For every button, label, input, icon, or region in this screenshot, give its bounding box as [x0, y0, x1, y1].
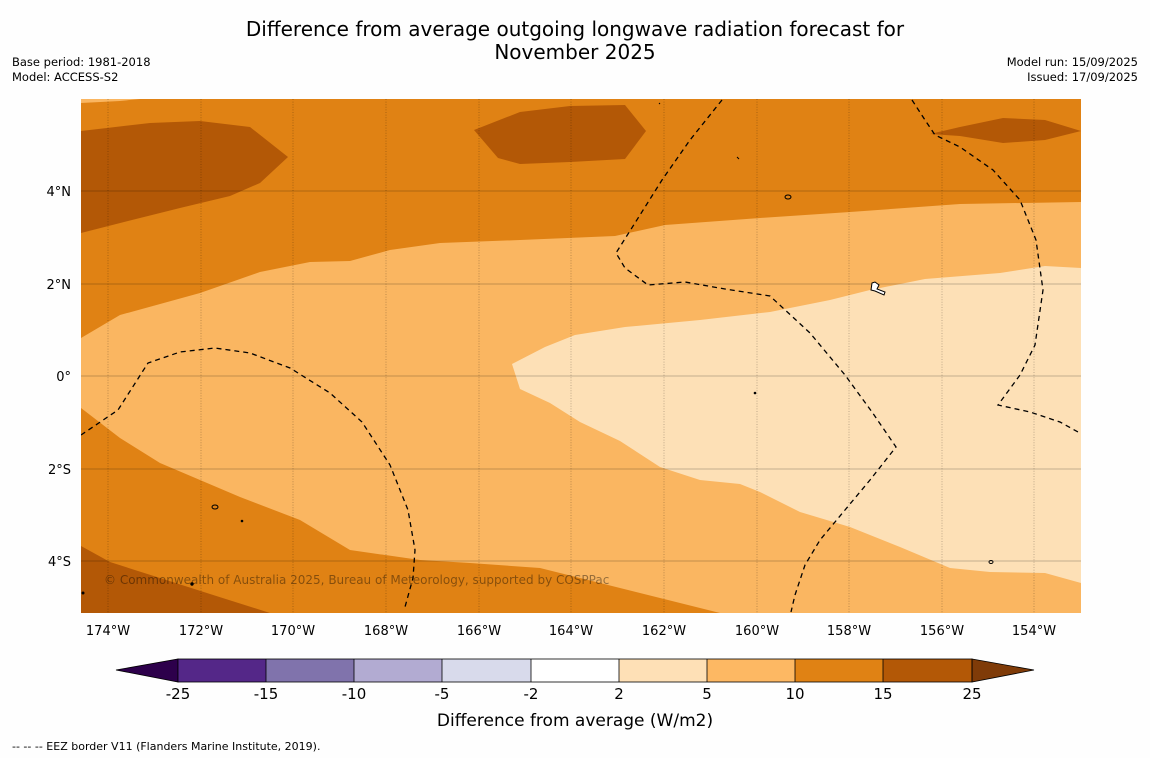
- colorbar-segment: [178, 659, 266, 682]
- colorbar-tick: 2: [614, 685, 624, 703]
- lon-tick-labels: 174°W 172°W 170°W 168°W 166°W 164°W 162°…: [86, 624, 1056, 639]
- colorbar-tick: 10: [785, 685, 804, 703]
- eez-footnote: -- -- -- EEZ border V11 (Flanders Marine…: [12, 740, 321, 753]
- colorbar-segment: [707, 659, 795, 682]
- colorbar-tick: -5: [435, 685, 450, 703]
- colorbar-segment: [795, 659, 883, 682]
- colorbar-segment: [531, 659, 619, 682]
- colorbar: -25 -15 -10 -5 -2 2 5 10 15 25 Differenc…: [115, 658, 1035, 731]
- colorbar-tick: 25: [962, 685, 981, 703]
- colorbar-segment: [266, 659, 354, 682]
- title-line-1: Difference from average outgoing longwav…: [245, 17, 905, 41]
- lon-label: 168°W: [364, 624, 408, 639]
- lon-label: 174°W: [86, 624, 130, 639]
- colorbar-tick: 5: [702, 685, 712, 703]
- fill-15-25-southwest: [81, 546, 270, 613]
- model-name: Model: ACCESS-S2: [12, 70, 119, 84]
- colorbar-segment: [883, 659, 972, 682]
- colorbar-segment: [619, 659, 707, 682]
- colorbar-tick: -2: [524, 685, 539, 703]
- colorbar-segment: [442, 659, 531, 682]
- lon-label: 172°W: [179, 624, 223, 639]
- lon-label: 156°W: [920, 624, 964, 639]
- lon-label: 164°W: [549, 624, 593, 639]
- lon-label: 166°W: [457, 624, 501, 639]
- lat-label: 2°N: [47, 278, 72, 293]
- lon-label: 160°W: [735, 624, 779, 639]
- lat-label: 4°N: [47, 185, 72, 200]
- colorbar-title: Difference from average (W/m2): [437, 711, 713, 731]
- fill-2-5-region: [512, 266, 1081, 583]
- lat-label: 0°: [56, 370, 71, 385]
- meta-right: Model run: 15/09/2025 Issued: 17/09/2025: [1007, 55, 1138, 85]
- colorbar-tick: -10: [342, 685, 367, 703]
- map-plot: © Commonwealth of Australia 2025, Bureau…: [81, 99, 1081, 613]
- copyright-text: © Commonwealth of Australia 2025, Bureau…: [104, 573, 609, 587]
- colorbar-segment: [354, 659, 442, 682]
- colorbar-over-arrow: [971, 658, 1035, 683]
- fill-15-25-northwest: [81, 121, 288, 233]
- colorbar-ticks: -25 -15 -10 -5 -2 2 5 10 15 25: [166, 685, 982, 703]
- eez-borders: [81, 99, 1079, 613]
- lon-label: 162°W: [642, 624, 686, 639]
- islands: [81, 102, 994, 595]
- colorbar-tick: -25: [166, 685, 191, 703]
- issued-date: Issued: 17/09/2025: [1027, 70, 1138, 84]
- base-period: Base period: 1981-2018: [12, 55, 151, 69]
- lat-label: 4°S: [48, 555, 71, 570]
- model-run: Model run: 15/09/2025: [1006, 55, 1138, 69]
- meta-left: Base period: 1981-2018 Model: ACCESS-S2: [12, 55, 151, 85]
- latitude-lines: [81, 190, 1081, 562]
- fill-15-25-northeast: [930, 118, 1081, 143]
- lat-label: 2°S: [48, 463, 71, 478]
- lon-label: 170°W: [271, 624, 315, 639]
- lon-label: 158°W: [827, 624, 871, 639]
- lon-label: 154°W: [1012, 624, 1056, 639]
- colorbar-under-arrow: [115, 658, 179, 683]
- colorbar-tick: -15: [254, 685, 279, 703]
- fill-strip-top-left: [81, 99, 140, 103]
- colorbar-tick: 15: [873, 685, 892, 703]
- fill-15-25-north-central: [474, 105, 646, 164]
- lat-tick-labels: 4°N 2°N 0° 2°S 4°S: [47, 185, 72, 570]
- chart-title: Difference from average outgoing longwav…: [0, 18, 1150, 64]
- title-line-2: November 2025: [494, 40, 656, 64]
